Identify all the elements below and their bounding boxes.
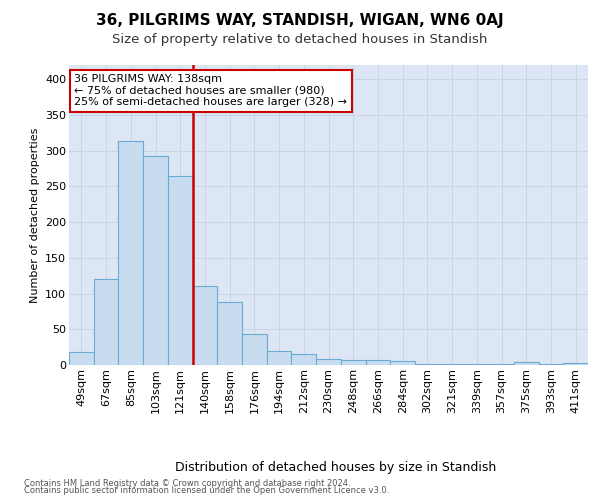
Bar [390,362,415,365]
Bar [118,142,143,365]
Bar [563,363,588,365]
Bar [168,176,193,365]
Text: 36 PILGRIMS WAY: 138sqm
← 75% of detached houses are smaller (980)
25% of semi-d: 36 PILGRIMS WAY: 138sqm ← 75% of detache… [74,74,347,107]
Bar [69,352,94,365]
Bar [242,334,267,365]
Bar [143,156,168,365]
Bar [217,302,242,365]
Text: Size of property relative to detached houses in Standish: Size of property relative to detached ho… [112,32,488,46]
Text: Contains HM Land Registry data © Crown copyright and database right 2024.: Contains HM Land Registry data © Crown c… [24,478,350,488]
Bar [193,286,217,365]
Bar [267,350,292,365]
Y-axis label: Number of detached properties: Number of detached properties [29,128,40,302]
Bar [365,360,390,365]
Text: Contains public sector information licensed under the Open Government Licence v3: Contains public sector information licen… [24,486,389,495]
Bar [341,360,365,365]
Bar [415,364,440,365]
Bar [316,360,341,365]
Bar [94,280,118,365]
Bar [292,354,316,365]
Bar [539,364,563,365]
Text: Distribution of detached houses by size in Standish: Distribution of detached houses by size … [175,461,497,474]
Bar [489,364,514,365]
Bar [440,364,464,365]
Text: 36, PILGRIMS WAY, STANDISH, WIGAN, WN6 0AJ: 36, PILGRIMS WAY, STANDISH, WIGAN, WN6 0… [96,12,504,28]
Bar [514,362,539,365]
Bar [464,364,489,365]
